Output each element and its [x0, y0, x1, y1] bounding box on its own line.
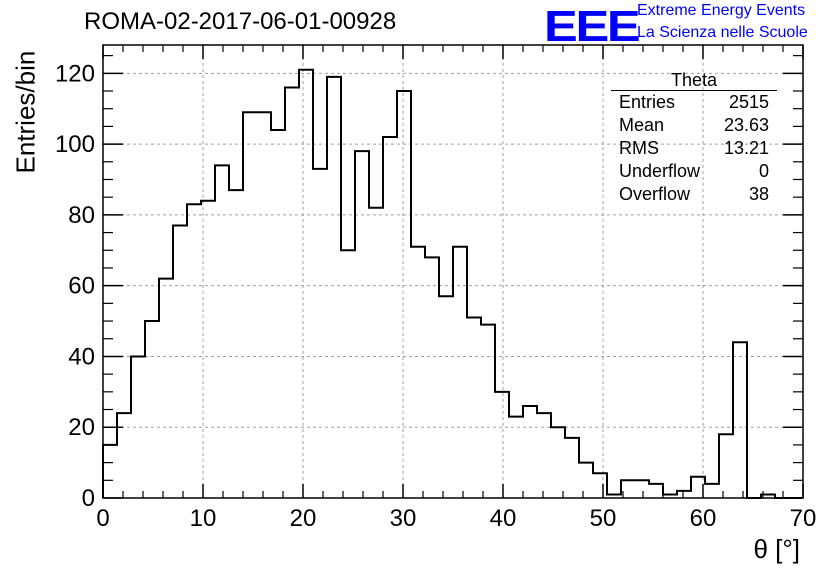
eee-logo: EEE	[544, 2, 641, 51]
histogram-bin	[495, 392, 509, 498]
histogram-bin	[383, 137, 397, 498]
histogram-bin	[271, 130, 285, 498]
x-tick-label: 40	[490, 505, 517, 532]
histogram-bin	[117, 413, 131, 498]
histogram-bin	[397, 91, 411, 498]
histogram-bin	[523, 406, 537, 498]
tick-labels: 0 10 20 30 40 50 60 70 0 20 40 60 80 100 120	[55, 60, 816, 532]
y-tick-label: 20	[68, 414, 95, 441]
histogram-bin	[159, 279, 173, 498]
stats-row: Mean 23.63	[611, 114, 777, 137]
y-tick-label: 60	[68, 273, 95, 300]
logo-line-2: La Scienza nelle Scuole	[637, 24, 808, 41]
histogram-bin	[299, 70, 313, 498]
run-title: ROMA-02-2017-06-01-00928	[84, 8, 397, 35]
stats-label: Mean	[619, 115, 665, 135]
stats-label: Underflow	[619, 161, 701, 181]
x-tick-label: 20	[290, 505, 317, 532]
histogram-bin	[733, 342, 747, 498]
histogram-bin	[537, 413, 551, 498]
stats-label: Entries	[619, 92, 676, 112]
x-axis-label: θ [°]	[753, 534, 800, 564]
stats-value: 0	[758, 161, 769, 181]
histogram-bin	[313, 169, 327, 498]
stats-row: Overflow 38	[611, 183, 777, 206]
histogram-bin	[243, 112, 257, 498]
histogram-bin	[705, 484, 719, 498]
stats-row: Entries 2515	[611, 91, 777, 114]
x-tick-label: 50	[590, 505, 617, 532]
histogram-bin	[285, 87, 299, 498]
y-tick-label: 100	[55, 131, 95, 158]
histogram-bin	[593, 473, 607, 498]
histogram-bin	[453, 247, 467, 498]
histogram-bin	[509, 417, 523, 498]
histogram-bin	[103, 445, 117, 498]
histogram-bin	[649, 484, 663, 498]
histogram-outline	[102, 68, 803, 499]
histogram-bin	[467, 318, 481, 498]
histogram-bin	[145, 321, 159, 498]
histogram-bin	[257, 112, 271, 498]
histogram-bin	[579, 463, 593, 498]
histogram-bin	[481, 325, 495, 498]
x-tick-label: 0	[96, 505, 109, 532]
histogram-bin	[369, 208, 383, 498]
histogram-bin	[229, 190, 243, 498]
y-axis-label: Entries/bin	[10, 50, 41, 174]
histogram-bin	[411, 247, 425, 498]
histogram-bin	[677, 491, 691, 498]
y-tick-label: 40	[68, 343, 95, 370]
stats-value: 23.63	[723, 115, 769, 135]
x-tick-label: 30	[390, 505, 417, 532]
histogram-bin	[187, 204, 201, 498]
histogram-bin	[425, 257, 439, 498]
stats-value: 13.21	[723, 138, 769, 158]
histogram-bin	[173, 225, 187, 498]
histogram-bin	[439, 296, 453, 498]
x-tick-label: 70	[790, 505, 817, 532]
stats-title: Theta	[611, 70, 777, 91]
y-tick-label: 0	[82, 485, 95, 512]
stats-label: Overflow	[619, 184, 691, 204]
histogram-bin	[355, 151, 369, 498]
histogram-bin	[341, 250, 355, 498]
stats-value: 2515	[728, 92, 769, 112]
stats-box: Theta Entries 2515 Mean 23.63 RMS 13.21 Und…	[611, 70, 777, 206]
histogram-bin	[635, 480, 649, 498]
histogram-bin	[327, 77, 341, 498]
stats-row: Underflow 0	[611, 160, 777, 183]
plot-frame	[102, 44, 804, 499]
histogram-bin	[719, 434, 733, 498]
x-tick-label: 60	[690, 505, 717, 532]
histogram-bin	[551, 427, 565, 498]
logo-line-1: Extreme Energy Events	[637, 2, 806, 19]
y-tick-label: 80	[68, 202, 95, 229]
x-tick-label: 10	[190, 505, 217, 532]
stats-label: RMS	[619, 138, 659, 158]
stats-row: RMS 13.21	[611, 137, 777, 160]
histogram-bin	[565, 438, 579, 498]
stats-value: 38	[748, 184, 769, 204]
y-tick-label: 120	[55, 60, 95, 87]
